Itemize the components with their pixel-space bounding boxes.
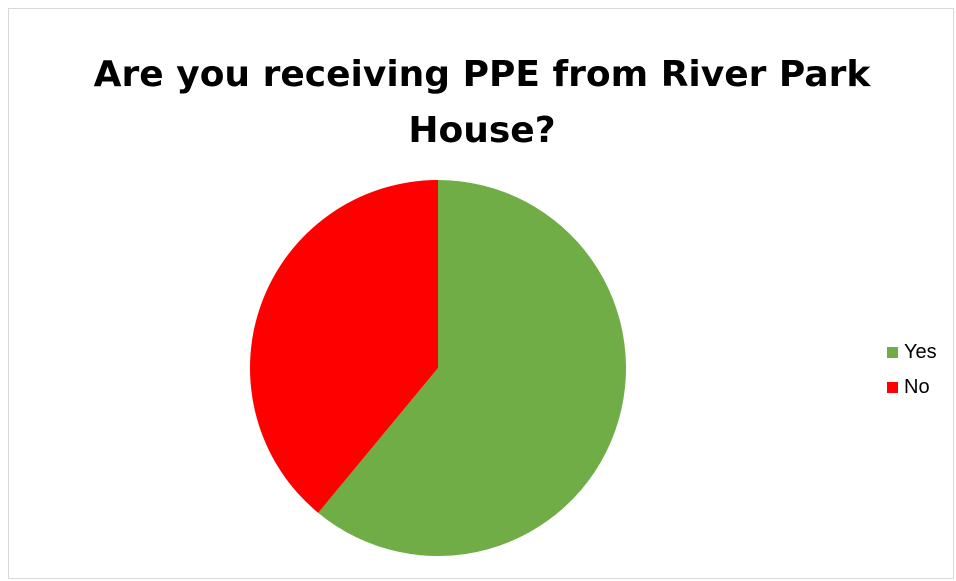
legend-swatch-no xyxy=(887,381,898,393)
legend-item-no: No xyxy=(887,374,937,400)
legend: Yes No xyxy=(887,339,937,409)
pie-slice-no xyxy=(250,180,438,513)
pie-slice-yes xyxy=(318,180,627,557)
legend-swatch-yes xyxy=(887,346,898,358)
legend-item-yes: Yes xyxy=(887,339,937,365)
chart-title: Are you receiving PPE from River Park Ho… xyxy=(93,54,871,151)
legend-label-yes: Yes xyxy=(904,340,937,363)
legend-label-no: No xyxy=(904,375,930,398)
